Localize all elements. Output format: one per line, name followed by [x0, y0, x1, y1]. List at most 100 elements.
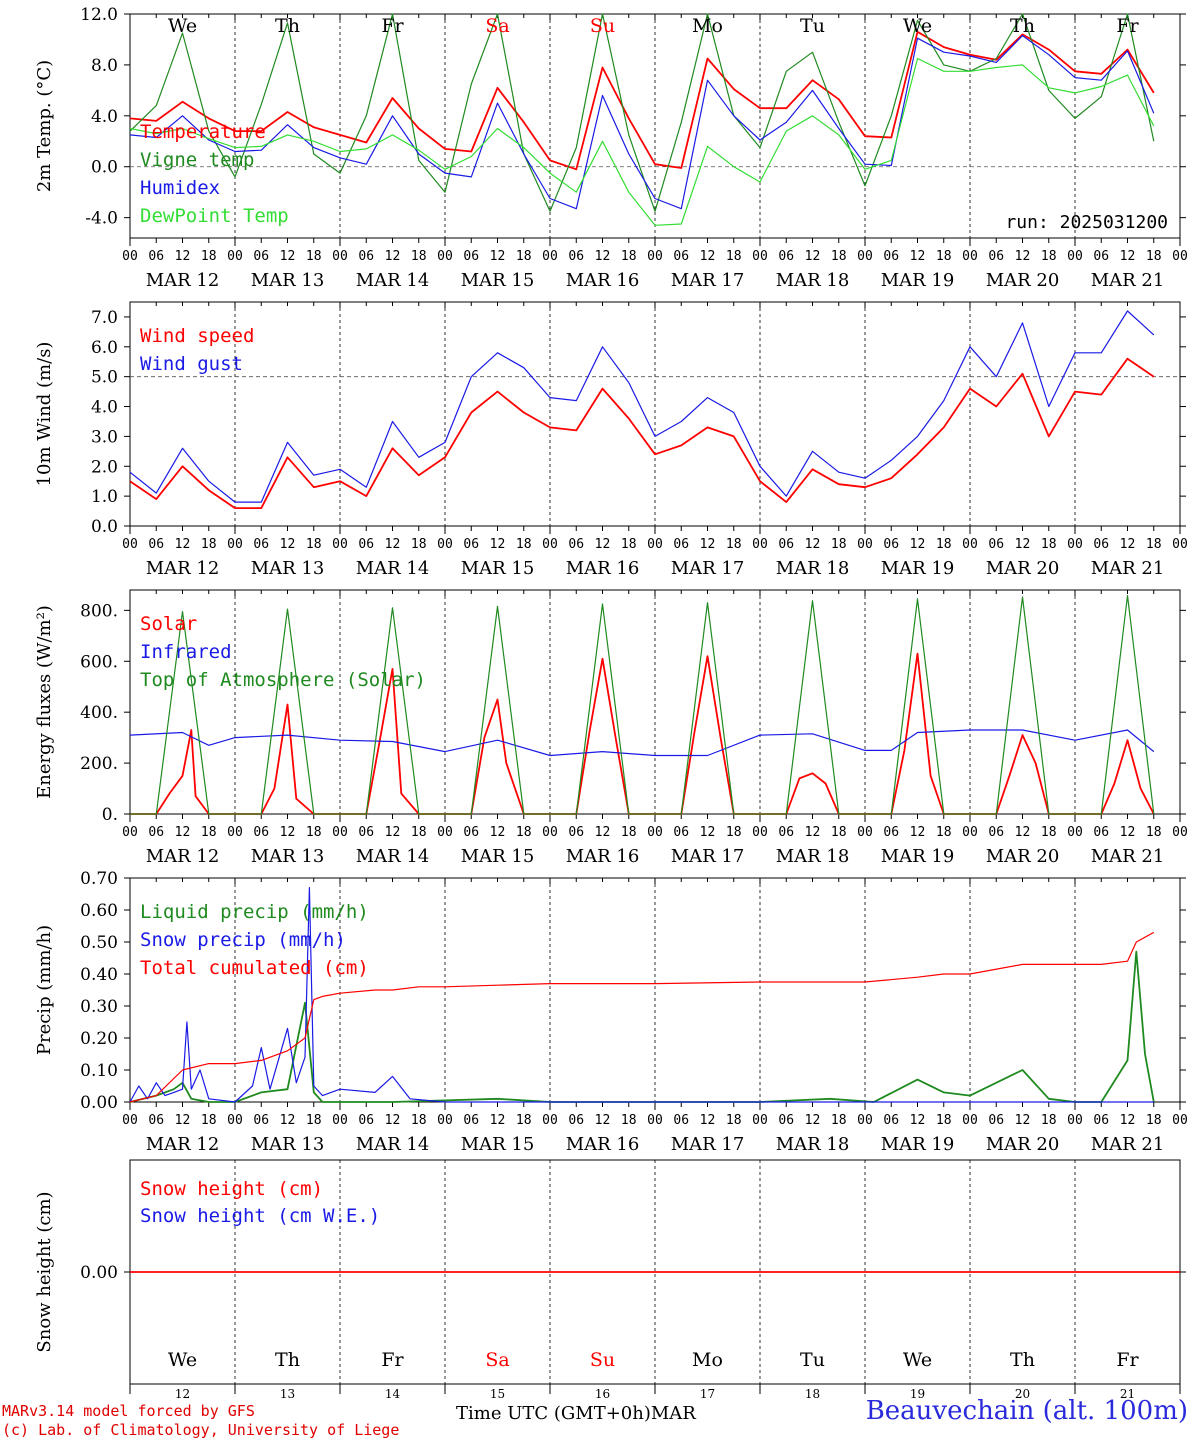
- weekday-label: Mo: [692, 15, 723, 37]
- y-tick-label: 8.0: [91, 56, 118, 76]
- date-label: MAR 12: [146, 846, 220, 867]
- hour-tick-label: 18: [306, 1113, 322, 1128]
- hour-tick-label: 06: [673, 825, 689, 840]
- hour-tick-label: 00: [647, 249, 663, 264]
- hour-tick-label: 00: [647, 1113, 663, 1128]
- date-label: MAR 20: [986, 270, 1060, 291]
- hour-tick-label: 06: [988, 825, 1004, 840]
- day-number-label: 21: [1120, 1387, 1135, 1401]
- y-tick-label: 12.0: [80, 5, 118, 25]
- hour-tick-label: 18: [516, 825, 532, 840]
- weekday-label: Fr: [1116, 15, 1139, 37]
- hour-tick-label: 12: [1120, 537, 1136, 552]
- legend-entry: Top of Atmosphere (Solar): [140, 669, 426, 691]
- hour-tick-label: 12: [805, 1113, 821, 1128]
- hour-tick-label: 18: [411, 825, 427, 840]
- hour-tick-label: 18: [1146, 249, 1162, 264]
- hour-tick-label: 00: [857, 249, 873, 264]
- hour-tick-label: 06: [358, 1113, 374, 1128]
- y-tick-label: 3.0: [91, 427, 118, 447]
- date-label: MAR 16: [566, 1134, 640, 1155]
- hour-tick-label: 12: [595, 537, 611, 552]
- hour-tick-label: 12: [910, 1113, 926, 1128]
- hour-tick-label: 00: [752, 825, 768, 840]
- date-label: MAR 20: [986, 1134, 1060, 1155]
- hour-tick-label: 00: [122, 1113, 138, 1128]
- hour-tick-label: 06: [883, 1113, 899, 1128]
- hour-tick-label: 12: [1015, 1113, 1031, 1128]
- y-tick-label: 600.: [80, 652, 118, 672]
- hour-tick-label: 18: [1041, 1113, 1057, 1128]
- panel-5: [124, 1159, 1186, 1394]
- date-label: MAR 17: [671, 1134, 745, 1155]
- legend-entry: DewPoint Temp: [140, 205, 289, 227]
- y-tick-label: 6.0: [91, 338, 118, 358]
- hour-tick-label: 06: [883, 825, 899, 840]
- hour-tick-label: 12: [280, 1113, 296, 1128]
- hour-tick-label: 06: [253, 537, 269, 552]
- day-number-label: 12: [175, 1387, 190, 1401]
- legend-entry: Vigne temp: [140, 149, 254, 171]
- hour-tick-label: 18: [1041, 825, 1057, 840]
- legend-entry: Snow height (cm): [140, 1178, 323, 1200]
- y-tick-label: 0.60: [80, 901, 118, 921]
- hour-tick-label: 18: [726, 1113, 742, 1128]
- hour-tick-label: 12: [1015, 825, 1031, 840]
- date-label: MAR 20: [986, 558, 1060, 579]
- weekday-label: Th: [1010, 1349, 1035, 1371]
- date-label: MAR 13: [251, 558, 325, 579]
- lab-credit: (c) Lab. of Climatology, University of L…: [2, 1421, 400, 1439]
- weekday-label: Fr: [381, 15, 404, 37]
- hour-tick-label: 18: [1146, 825, 1162, 840]
- hour-tick-label: 18: [621, 825, 637, 840]
- series-line-1: [129, 30, 1155, 171]
- y-tick-label: 0.00: [80, 1263, 118, 1283]
- hour-tick-label: 18: [516, 537, 532, 552]
- legend-entry: Solar: [140, 613, 197, 635]
- hour-tick-label: 00: [962, 1113, 978, 1128]
- hour-tick-label: 06: [778, 249, 794, 264]
- legend-entry: Snow precip (mm/h): [140, 929, 346, 951]
- hour-tick-label: 12: [700, 825, 716, 840]
- date-label: MAR 17: [671, 270, 745, 291]
- legend-entry: Wind gust: [140, 353, 243, 375]
- y-tick-label: 0.70: [80, 869, 118, 889]
- hour-tick-label: 00: [1067, 1113, 1083, 1128]
- y-tick-label: 2.0: [91, 457, 118, 477]
- hour-tick-label: 00: [437, 1113, 453, 1128]
- date-label: MAR 18: [776, 846, 850, 867]
- date-label: MAR 16: [566, 558, 640, 579]
- hour-tick-label: 12: [910, 537, 926, 552]
- hour-tick-label: 18: [1041, 249, 1057, 264]
- hour-tick-label: 00: [332, 1113, 348, 1128]
- y-tick-label: 0.50: [80, 933, 118, 953]
- panel-1: [124, 13, 1186, 246]
- hour-tick-label: 12: [385, 825, 401, 840]
- hour-tick-label: 18: [516, 1113, 532, 1128]
- hour-tick-label: 12: [1120, 1113, 1136, 1128]
- date-label: MAR 19: [881, 558, 955, 579]
- legend-entry: Infrared: [140, 641, 232, 663]
- weekday-label: We: [168, 15, 197, 37]
- y-tick-label: 4.0: [91, 107, 118, 127]
- hour-tick-label: 06: [148, 537, 164, 552]
- panel-2: [124, 301, 1186, 534]
- hour-tick-label: 00: [1172, 825, 1188, 840]
- date-label: MAR 15: [461, 1134, 535, 1155]
- day-number-label: 18: [805, 1387, 820, 1401]
- weekday-label: Th: [275, 15, 300, 37]
- hour-tick-label: 00: [752, 1113, 768, 1128]
- hour-tick-label: 12: [1015, 249, 1031, 264]
- hour-tick-label: 18: [831, 249, 847, 264]
- hour-tick-label: 18: [411, 537, 427, 552]
- hour-tick-label: 00: [122, 825, 138, 840]
- hour-tick-label: 06: [778, 1113, 794, 1128]
- hour-tick-label: 12: [280, 249, 296, 264]
- date-label: MAR 15: [461, 846, 535, 867]
- hour-tick-label: 00: [122, 537, 138, 552]
- panel-frame: [129, 589, 1181, 815]
- panel-4: [124, 877, 1186, 1110]
- y-tick-label: 0.30: [80, 997, 118, 1017]
- hour-tick-label: 06: [463, 537, 479, 552]
- hour-tick-label: 12: [910, 249, 926, 264]
